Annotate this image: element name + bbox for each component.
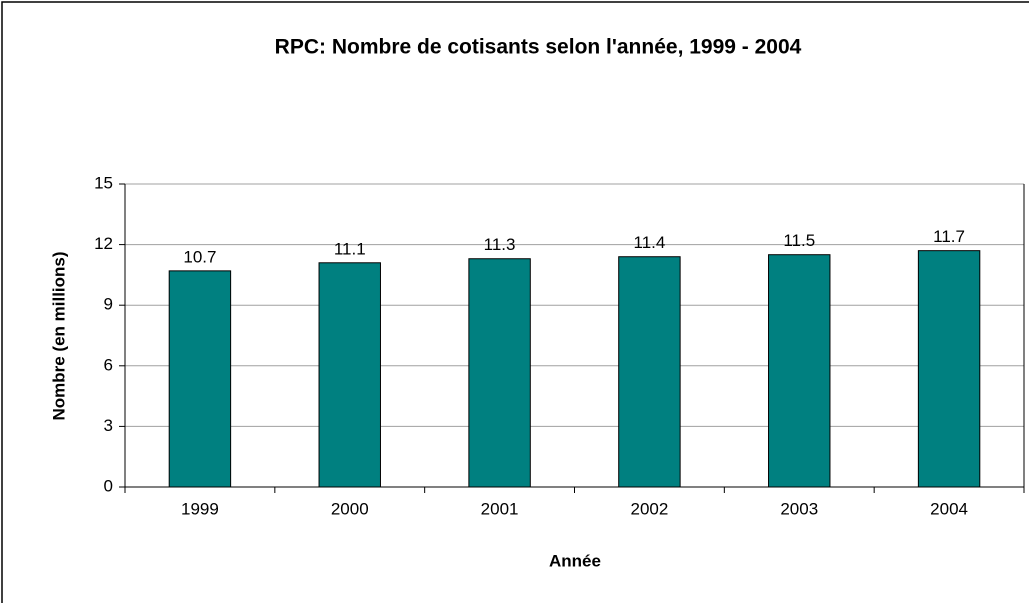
x-axis-label: Année: [549, 551, 601, 570]
x-tick-label: 2002: [631, 499, 669, 518]
x-tick-label: 2001: [481, 499, 519, 518]
data-label: 11.7: [933, 227, 965, 246]
y-tick-label: 12: [94, 234, 113, 253]
y-tick-label: 3: [104, 416, 113, 435]
data-label: 11.3: [484, 235, 516, 254]
bar: [917, 250, 981, 488]
x-tick-label: 2004: [930, 499, 968, 518]
y-tick-label: 6: [104, 355, 113, 374]
chart-title: RPC: Nombre de cotisants selon l'année, …: [275, 36, 802, 59]
data-label: 10.7: [183, 247, 216, 266]
y-tick-label: 15: [94, 173, 113, 192]
bar: [768, 254, 831, 488]
y-tick-label: 0: [104, 476, 113, 495]
y-axis-label: Nombre (en millions): [49, 251, 68, 420]
data-label: 11.5: [783, 231, 815, 250]
bar: [168, 270, 232, 488]
bar: [318, 262, 381, 488]
bar: [468, 258, 531, 488]
bar: [618, 256, 681, 488]
x-tick-label: 1999: [181, 499, 219, 518]
y-tick-label: 9: [104, 295, 113, 314]
x-tick-label: 2003: [780, 499, 818, 518]
x-tick-label: 2000: [331, 499, 369, 518]
data-label: 11.1: [334, 239, 366, 258]
data-label: 11.4: [634, 233, 666, 252]
